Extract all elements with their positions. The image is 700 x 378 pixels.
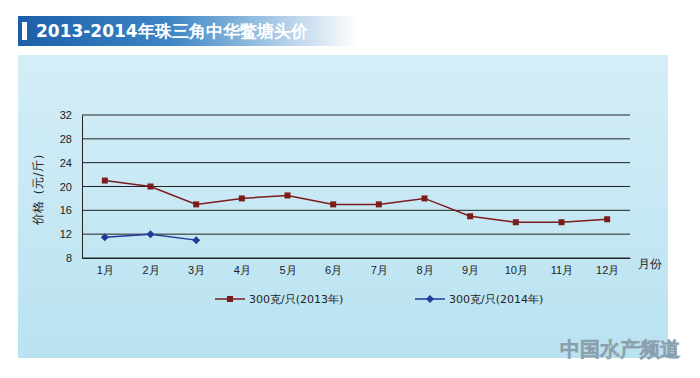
title-bar [18,16,358,46]
series-marker [330,201,336,207]
y-tick-label: 32 [60,109,72,121]
x-tick: 3月 [188,258,205,276]
background-panel [18,55,668,358]
chart-svg: 2013-2014年珠三角中华鳖塘头价 8 12 16 20 24 28 32 1月 2月 3月 4月… [0,0,700,378]
x-tick: 5月 [279,258,296,276]
legend-marker [227,296,233,302]
series-marker [604,216,610,222]
x-tick-label: 1月 [97,264,114,276]
grid-line [82,258,630,259]
x-tick: 9月 [462,258,479,276]
series-marker [148,184,154,190]
series-marker [285,192,291,198]
legend-marker [426,295,434,303]
x-tick-label: 3月 [188,264,205,276]
x-tick: 1月 [97,258,114,276]
y-tick: 28 [60,133,82,145]
y-tick: 20 [60,181,82,193]
y-tick-label: 28 [60,133,72,145]
series-marker [147,230,155,238]
grid-line [82,115,630,116]
grid-line [82,234,630,235]
x-axis: 1月 2月 3月 4月 5月 6月 7月 8月 9月 10月 11月 12月 [83,258,631,276]
y-axis-title: 价格（元/斤） [31,148,45,225]
x-tick: 10月 [505,258,528,276]
series-marker [102,178,108,184]
x-axis-title: 月份 [638,257,662,271]
x-tick-label: 7月 [371,264,388,276]
x-tick: 6月 [325,258,342,276]
x-axis-line [83,258,631,259]
grid [82,115,630,258]
x-tick: 4月 [234,258,251,276]
x-tick: 7月 [371,258,388,276]
chart-root: 2013-2014年珠三角中华鳖塘头价 8 12 16 20 24 28 32 1月 2月 3月 4月… [0,0,700,378]
grid-line [82,210,630,211]
y-tick-label: 8 [66,252,72,264]
chart-title: 2013-2014年珠三角中华鳖塘头价 [36,21,309,41]
x-tick-label: 11月 [551,264,573,276]
x-tick: 8月 [416,258,433,276]
y-tick: 24 [60,157,82,169]
series-marker [559,219,565,225]
legend: 300克/只(2013年) 300克/只(2014年) [215,293,543,306]
grid-line [82,162,630,163]
y-tick: 32 [60,109,82,121]
legend-label: 300克/只(2013年) [249,293,343,306]
x-tick-label: 5月 [279,264,296,276]
series-marker [239,195,245,201]
series-marker [101,233,109,241]
watermark: 中国水产频道 [560,337,680,361]
series-marker [193,201,199,207]
series-marker [422,195,428,201]
y-tick: 8 [66,252,82,264]
x-tick-label: 2月 [142,264,159,276]
series-marker [376,201,382,207]
x-tick-label: 9月 [462,264,479,276]
plot-marks [101,178,610,245]
grid-line [82,138,630,139]
y-axis-line [82,116,83,259]
y-tick-label: 16 [60,204,72,216]
series-line [105,181,607,223]
series-marker [192,236,200,244]
title-accent [22,22,27,40]
y-axis: 8 12 16 20 24 28 32 [60,109,83,264]
x-tick-label: 8月 [416,264,433,276]
grid-line [82,186,630,187]
x-tick-label: 10月 [505,264,528,276]
x-tick-label: 4月 [234,264,251,276]
y-tick-label: 20 [60,181,72,193]
legend-label: 300克/只(2014年) [449,293,543,306]
x-tick-label: 12月 [596,264,619,276]
series-marker [513,219,519,225]
y-tick-label: 12 [60,228,72,240]
y-tick: 12 [60,228,82,240]
series-marker [467,213,473,219]
x-tick: 12月 [596,258,619,276]
x-tick: 2月 [142,258,159,276]
y-tick: 16 [60,204,82,216]
x-tick-label: 6月 [325,264,342,276]
x-tick: 11月 [551,258,573,276]
y-tick-label: 24 [60,157,72,169]
